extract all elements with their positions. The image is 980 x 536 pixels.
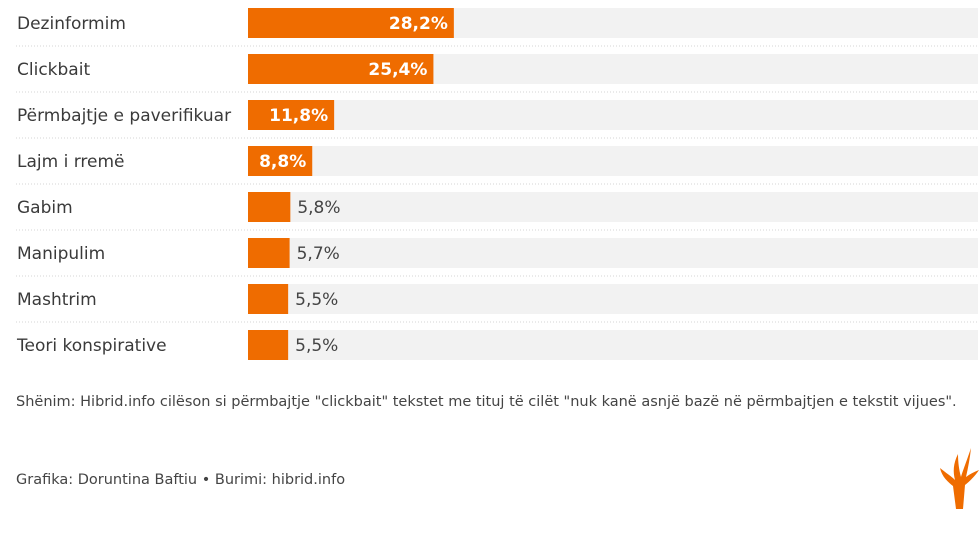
- category-label: Teori konspirative: [16, 336, 167, 356]
- category-label: Përmbajtje e paverifikuar: [17, 106, 231, 126]
- bar: [248, 284, 289, 314]
- bar: [248, 192, 291, 222]
- value-label: 5,5%: [295, 290, 338, 310]
- rfe-rl-flame-icon: [940, 448, 979, 509]
- bar-track: [248, 284, 978, 314]
- bar-track: [248, 192, 978, 222]
- value-label: 5,8%: [297, 198, 340, 218]
- value-label: 8,8%: [259, 152, 306, 172]
- category-label: Clickbait: [17, 60, 90, 80]
- category-label: Mashtrim: [17, 290, 97, 310]
- category-label: Manipulim: [17, 244, 105, 264]
- chart-credit: Grafika: Doruntina Baftiu • Burimi: hibr…: [16, 472, 346, 488]
- bar: [248, 238, 290, 268]
- category-label: Dezinformim: [17, 14, 126, 34]
- value-label: 11,8%: [269, 106, 328, 126]
- category-label: Gabim: [17, 198, 73, 218]
- bar: [248, 330, 289, 360]
- bar-track: [248, 100, 978, 130]
- value-label: 5,7%: [297, 244, 340, 264]
- value-label: 28,2%: [389, 14, 448, 34]
- bar-track: [248, 238, 978, 268]
- bar-chart: Dezinformim 28,2% Clickbait 25,4% Përmbajtje…: [16, 8, 978, 360]
- bar: [248, 146, 313, 176]
- chart-note: Shënim: Hibrid.info cilëson si përmbajtj…: [16, 394, 957, 410]
- value-label: 5,5%: [295, 336, 338, 356]
- bar-track: [248, 330, 978, 360]
- category-label: Lajm i rremë: [17, 152, 125, 172]
- bar: [248, 54, 434, 84]
- bar: [248, 100, 335, 130]
- bar: [248, 8, 454, 38]
- value-label: 25,4%: [368, 60, 427, 80]
- bar-track: [248, 146, 978, 176]
